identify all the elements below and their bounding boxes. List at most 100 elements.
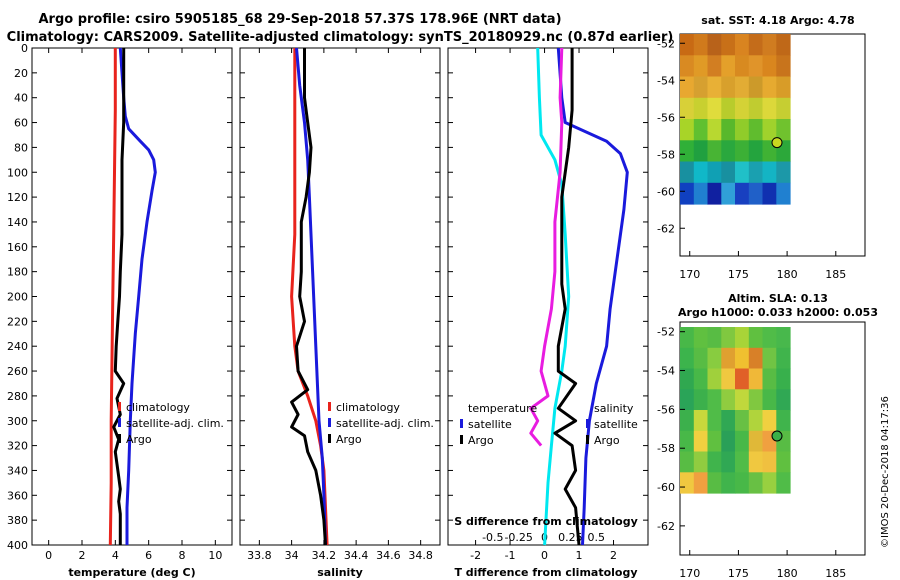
sst-map-title: sat. SST: 4.18 Argo: 4.78 [701,14,854,27]
map-cell [721,451,736,473]
sst-map-cells [680,34,791,205]
map-cell [735,368,750,390]
map-cell [693,140,709,163]
map-cell [735,76,750,99]
map-cell [762,34,777,56]
map-cell [762,389,777,411]
map-cell [680,97,695,120]
map-cell [735,451,750,473]
map-cell [762,368,777,390]
legend-left-satellite: satellite [468,418,512,431]
map-cell [721,76,736,99]
map-cell [776,389,791,411]
legend-swatch-satellite [328,418,331,427]
y-tick-label: 220 [7,315,28,328]
x-tick-label: -1 [505,549,516,562]
x-tick-label: 6 [145,549,152,562]
map-y-tick-label: -58 [657,148,675,161]
y-tick-label: 280 [7,390,28,403]
map-cell [680,161,695,184]
map-cell [693,347,709,370]
y-tick-label: 40 [14,92,28,105]
y-tick-label: 80 [14,141,28,154]
map-y-tick-label: -60 [657,185,675,198]
legend-label-argo: Argo [336,433,362,446]
map-cell [721,55,736,78]
y-tick-label: 140 [7,216,28,229]
map-cell [735,161,750,184]
series-line-satellite-adj-clim- [295,47,327,546]
legend-swatch-climatology [118,402,121,411]
map-cell [721,430,736,453]
x-tick-label: 10 [208,549,222,562]
map-cell [735,389,750,411]
map-cell [721,389,736,411]
x-tick-label: 34.4 [344,549,369,562]
map-cell [735,410,750,432]
map-cell [680,76,695,99]
map-cell [735,327,750,349]
map-cell [776,368,791,390]
salinity-x-label: salinity [317,566,363,579]
salinity-series [290,47,329,546]
difference-top-label: S difference from climatology [454,515,638,528]
series-line-temperature-argo [553,48,581,546]
y-tick-label: 340 [7,464,28,477]
sst-map-ticks: 170 175 180 185 -52 -54 -56 -58 -60 -62 [657,37,846,281]
map-y-tick-label: -62 [657,520,675,533]
map-cell [748,119,764,141]
y-tick-label: 120 [7,191,28,204]
y-tick-label: 260 [7,365,28,378]
map-y-tick-label: -56 [657,403,675,416]
map-cell [762,472,777,494]
y-tick-label: 180 [7,266,28,279]
legend-label-argo: Argo [126,433,152,446]
map-cell [707,76,722,99]
legend-label-satellite: satellite-adj. clim. [126,417,224,430]
map-cell [762,327,777,349]
map-cell [707,368,722,390]
map-x-tick-label: 180 [777,567,798,580]
difference-x-label: T difference from climatology [454,566,637,579]
map-cell [693,55,709,78]
map-y-tick-label: -54 [657,365,675,378]
map-y-tick-label: -62 [657,222,675,235]
map-cell [748,410,764,432]
sst-argo-marker [771,137,783,149]
secondary-x-tick-label: -0.5 [482,531,503,544]
map-cell [748,34,764,56]
map-cell [693,327,709,349]
map-cell [707,347,722,370]
map-cell [762,76,777,99]
x-tick-label: 2 [610,549,617,562]
map-cell [707,430,722,453]
salinity-panel: 33.8 34 34.2 34.4 34.6 34.8 salinity climatol… [239,47,441,579]
map-cell [707,34,722,56]
series-line-satellite-adj-clim- [118,47,157,545]
map-cell [748,430,764,453]
legend-label-climatology: climatology [126,401,190,414]
map-cell [680,119,695,141]
temperature-series [108,47,157,546]
map-cell [776,34,791,56]
map-cell [776,347,791,370]
legend-right-argo: Argo [594,434,620,447]
map-cell [721,368,736,390]
legend-swatch-argo [328,434,331,443]
map-cell [776,97,791,120]
legend-swatch-satellite [118,418,121,427]
map-cell [762,161,777,184]
sst-map-panel: sat. SST: 4.18 Argo: 4.78 170 175 180 185 -5… [657,14,866,281]
difference-legend-right: salinity satellite Argo [586,402,638,447]
difference-panel: -2 -1 0 1 2 -0.5 -0.25 0 0.25 0.5 T difference f… [447,47,649,579]
map-x-tick-label: 170 [679,268,700,281]
secondary-x-tick-label: 0.5 [588,531,606,544]
legend-right-satellite: satellite [594,418,638,431]
map-cell [762,347,777,370]
map-y-tick-label: -52 [657,37,675,50]
legend-swatch-temp-argo [460,435,463,444]
x-tick-label: 1 [576,549,583,562]
x-tick-label: 33.8 [247,549,272,562]
sla-map-subtitle: Argo h1000: 0.033 h2000: 0.053 [678,306,878,319]
map-cell [748,327,764,349]
